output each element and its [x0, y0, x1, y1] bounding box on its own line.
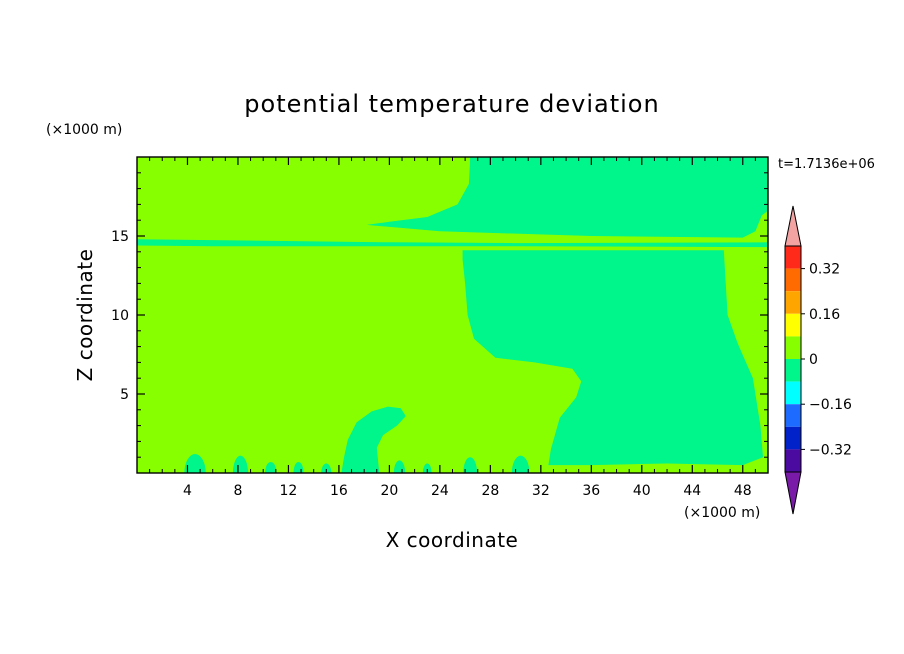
region-bump-8km: [232, 455, 249, 473]
region-upper-right-negative: [366, 157, 768, 238]
x-tick-label: 36: [582, 483, 600, 499]
x-tick-label: 48: [734, 483, 752, 499]
region-bump-23km: [422, 463, 432, 473]
region-bump-4km: [184, 454, 206, 473]
x-tick-label: 16: [330, 483, 348, 499]
y-tick-label: 15: [111, 229, 129, 245]
region-bump-15km: [321, 463, 332, 473]
x-ticks: 4 8 12 16 20 24 28 32 36 40 44 48: [149, 157, 756, 499]
colorbar-swatch: [785, 404, 801, 427]
region-thin-band-15km: [137, 239, 768, 248]
region-bump-10km: [265, 461, 277, 473]
region-bump-26km: [463, 457, 478, 473]
x-axis-title: X coordinate: [386, 528, 519, 552]
colorbar-swatch: [785, 246, 801, 269]
y-tick-label: 10: [111, 308, 129, 324]
colorbar-swatch: [785, 381, 801, 405]
region-bump-30km: [511, 455, 530, 473]
colorbar-swatch: [785, 313, 801, 337]
chart-title: potential temperature deviation: [244, 90, 659, 118]
y-unit-label: (×1000 m): [46, 122, 122, 138]
y-ticks: 5 10 15: [111, 172, 768, 458]
x-tick-label: 12: [280, 483, 298, 499]
region-mid-bottom-plume: [341, 406, 406, 473]
y-axis-title: Z coordinate: [73, 249, 97, 382]
x-tick-label: 4: [183, 483, 192, 499]
x-tick-label: 32: [532, 483, 550, 499]
x-tick-label: 44: [683, 483, 701, 499]
colorbar-swatch: [785, 426, 801, 450]
colorbar-swatch: [785, 449, 801, 472]
colorbar-swatch: [785, 336, 801, 359]
colorbar-tick-label: −0.32: [809, 442, 852, 458]
colorbar-tick-label: 0.32: [809, 262, 840, 278]
colorbar-tick-label: 0: [809, 352, 818, 368]
x-tick-label: 24: [431, 483, 449, 499]
region-lower-right-negative: [462, 250, 763, 466]
colorbar-tick-label: 0.16: [809, 307, 840, 323]
colorbar-swatch: [785, 359, 801, 382]
colorbar-swatch: [785, 291, 801, 314]
y-tick-label: 5: [120, 387, 129, 403]
time-label: t=1.7136e+06: [778, 157, 875, 172]
x-unit-label: (×1000 m): [684, 505, 760, 521]
colorbar: 0.32 0.16 0 −0.16 −0.32: [784, 205, 852, 515]
colorbar-swatch: [785, 268, 801, 292]
colorbar-top-arrow: [784, 205, 802, 247]
colorbar-bottom-arrow: [784, 471, 802, 515]
x-tick-label: 20: [380, 483, 398, 499]
x-tick-label: 8: [233, 483, 242, 499]
x-tick-label: 40: [633, 483, 651, 499]
contour-regions: [137, 157, 768, 473]
x-tick-label: 28: [481, 483, 499, 499]
colorbar-tick-label: −0.16: [809, 397, 852, 413]
